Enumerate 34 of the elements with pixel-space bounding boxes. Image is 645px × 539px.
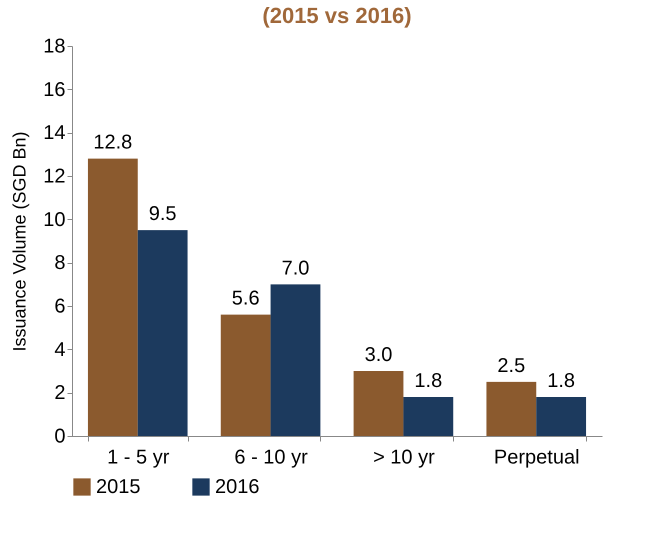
- chart-title: (2015 vs 2016): [262, 3, 412, 28]
- bar: [403, 397, 454, 436]
- y-tick-label: 12: [43, 166, 66, 188]
- data-label: 5.6: [232, 288, 260, 310]
- y-tick-label: 2: [54, 382, 66, 404]
- bar: [486, 382, 536, 436]
- data-label: 7.0: [282, 257, 310, 280]
- y-tick-label: 18: [43, 36, 66, 58]
- y-tick-label: 6: [54, 296, 66, 318]
- x-tick-label: Perpetual: [494, 446, 580, 468]
- data-label: 2.5: [497, 354, 526, 377]
- bar: [536, 397, 586, 436]
- y-tick-label: 4: [54, 338, 66, 361]
- y-tick-label: 16: [43, 78, 66, 101]
- data-label: 1.8: [414, 370, 442, 392]
- y-tick-label: 0: [54, 426, 66, 448]
- bar: [270, 284, 320, 436]
- x-tick-label: > 10 yr: [373, 446, 436, 468]
- data-label: 12.8: [93, 132, 132, 154]
- x-tick-label: 6 - 10 yr: [234, 446, 308, 468]
- y-tick-label: 14: [43, 122, 66, 144]
- bar: [354, 371, 404, 436]
- bar: [88, 158, 138, 436]
- legend-label: 2015: [96, 476, 140, 498]
- bar: [220, 314, 271, 436]
- bar: [138, 230, 188, 436]
- legend-label: 2016: [215, 476, 260, 498]
- data-label: 1.8: [547, 370, 576, 392]
- data-label: 3.0: [364, 344, 392, 366]
- data-label: 9.5: [148, 203, 177, 226]
- y-tick-label: 8: [54, 252, 66, 274]
- y-axis-title: Issuance Volume (SGD Bn): [9, 131, 30, 352]
- x-tick-label: 1 - 5 yr: [107, 446, 170, 468]
- y-tick-label: 10: [43, 208, 66, 231]
